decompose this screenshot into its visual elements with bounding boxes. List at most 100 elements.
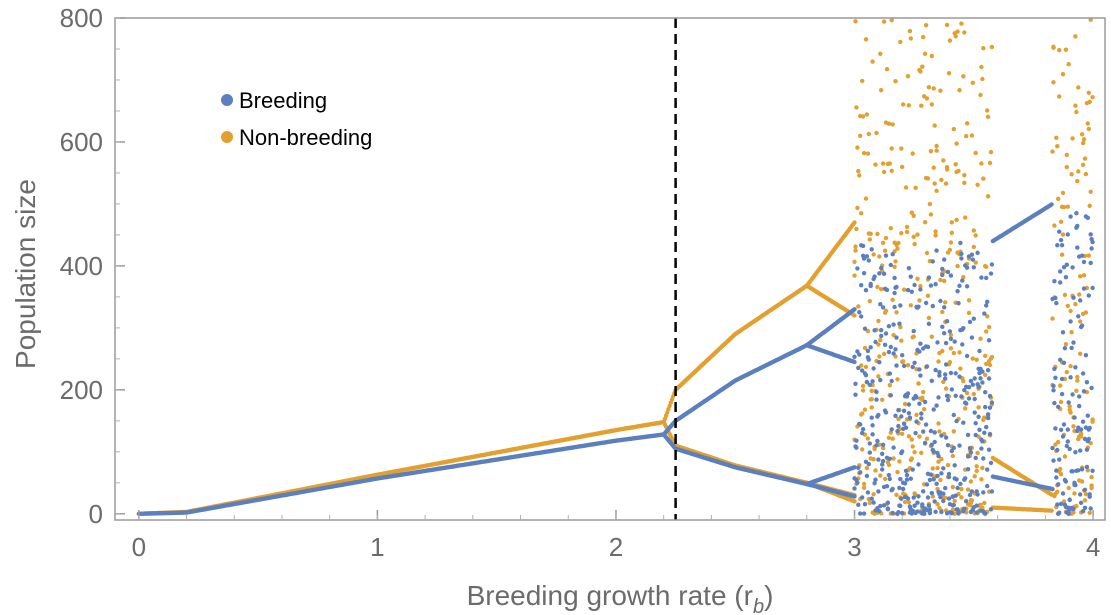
breeding-point <box>1058 501 1064 506</box>
breeding-point <box>870 432 875 437</box>
non-breeding-point <box>1086 126 1092 132</box>
breeding-point <box>972 410 977 415</box>
breeding-point <box>979 275 984 280</box>
non-breeding-point <box>896 240 901 246</box>
breeding-point <box>1073 450 1078 455</box>
breeding-point <box>852 486 857 491</box>
breeding-point <box>937 370 942 375</box>
non-breeding-point <box>954 141 959 146</box>
breeding-point <box>905 496 911 501</box>
breeding-point <box>1064 443 1070 449</box>
non-breeding-point <box>1057 47 1062 53</box>
breeding-point <box>896 423 901 429</box>
breeding-point <box>949 387 954 392</box>
non-breeding-point <box>1073 103 1078 108</box>
breeding-point <box>856 365 861 371</box>
breeding-point <box>951 445 956 451</box>
breeding-point <box>943 362 949 367</box>
breeding-point <box>970 257 975 262</box>
breeding-point <box>941 491 946 496</box>
non-breeding-point <box>922 51 928 56</box>
non-breeding-point <box>1058 466 1063 472</box>
non-breeding-point <box>969 133 975 138</box>
non-breeding-point <box>1068 410 1073 415</box>
breeding-point <box>877 360 882 365</box>
non-breeding-point <box>979 477 984 482</box>
non-breeding-point <box>928 212 934 217</box>
breeding-point <box>936 453 941 459</box>
breeding-point <box>1058 269 1063 274</box>
breeding-point <box>866 357 871 362</box>
breeding-point <box>880 467 885 472</box>
non-breeding-point <box>954 217 959 223</box>
breeding-point <box>863 373 869 378</box>
breeding-point <box>1088 232 1093 237</box>
breeding-point <box>880 451 885 456</box>
breeding-point <box>951 502 956 508</box>
x-tick-label: 2 <box>609 532 623 562</box>
breeding-point <box>882 342 888 347</box>
breeding-point <box>952 463 957 468</box>
breeding-point <box>887 456 892 461</box>
non-breeding-point <box>980 76 985 82</box>
breeding-point <box>984 303 989 308</box>
breeding-point <box>1087 425 1092 431</box>
non-breeding-point <box>1087 203 1092 208</box>
non-breeding-point <box>1073 302 1078 307</box>
breeding-point <box>894 363 899 368</box>
non-breeding-point <box>1076 85 1081 90</box>
non-breeding-point <box>860 447 865 452</box>
breeding-point <box>985 299 990 304</box>
breeding-point <box>1075 245 1080 250</box>
non-breeding-point <box>1060 232 1066 237</box>
breeding-point <box>887 371 892 376</box>
non-breeding-point <box>882 476 888 482</box>
non-breeding-point <box>856 168 861 174</box>
breeding-point <box>943 376 948 381</box>
breeding-point <box>934 481 939 486</box>
non-breeding-point <box>1067 404 1072 409</box>
breeding-point <box>876 457 881 462</box>
non-breeding-point <box>1079 132 1085 137</box>
non-breeding-point <box>899 338 904 343</box>
breeding-point <box>980 439 985 444</box>
non-breeding-point <box>905 74 911 79</box>
breeding-point <box>964 284 970 289</box>
breeding-point <box>938 494 943 500</box>
breeding-point <box>986 338 992 343</box>
breeding-point <box>1050 487 1055 492</box>
breeding-point <box>944 393 950 398</box>
breeding-point <box>1087 494 1092 499</box>
breeding-point <box>1056 482 1061 487</box>
breeding-point <box>955 485 960 491</box>
breeding-point <box>973 455 978 461</box>
breeding-point <box>912 503 917 508</box>
breeding-point <box>873 339 878 345</box>
non-breeding-point <box>932 123 937 128</box>
non-breeding-point <box>987 362 993 368</box>
breeding-point <box>898 476 903 482</box>
breeding-point <box>860 368 865 373</box>
breeding-point <box>967 319 973 325</box>
breeding-point <box>969 335 975 340</box>
breeding-point <box>908 476 913 481</box>
non-breeding-point <box>908 36 913 41</box>
breeding-point <box>931 477 936 482</box>
breeding-point <box>921 489 926 494</box>
non-breeding-point <box>871 492 876 497</box>
breeding-point <box>976 384 981 390</box>
breeding-point <box>987 431 993 437</box>
breeding-point <box>973 432 978 438</box>
breeding-point <box>984 275 989 281</box>
breeding-point <box>898 303 903 308</box>
breeding-point <box>949 511 954 516</box>
breeding-point <box>985 368 991 373</box>
legend-label-non-breeding: Non-breeding <box>239 125 372 150</box>
non-breeding-point <box>986 324 992 330</box>
non-breeding-point <box>1075 378 1080 383</box>
non-breeding-point <box>1058 219 1064 224</box>
breeding-point <box>864 254 870 259</box>
breeding-point <box>932 430 937 435</box>
breeding-point <box>904 472 910 478</box>
